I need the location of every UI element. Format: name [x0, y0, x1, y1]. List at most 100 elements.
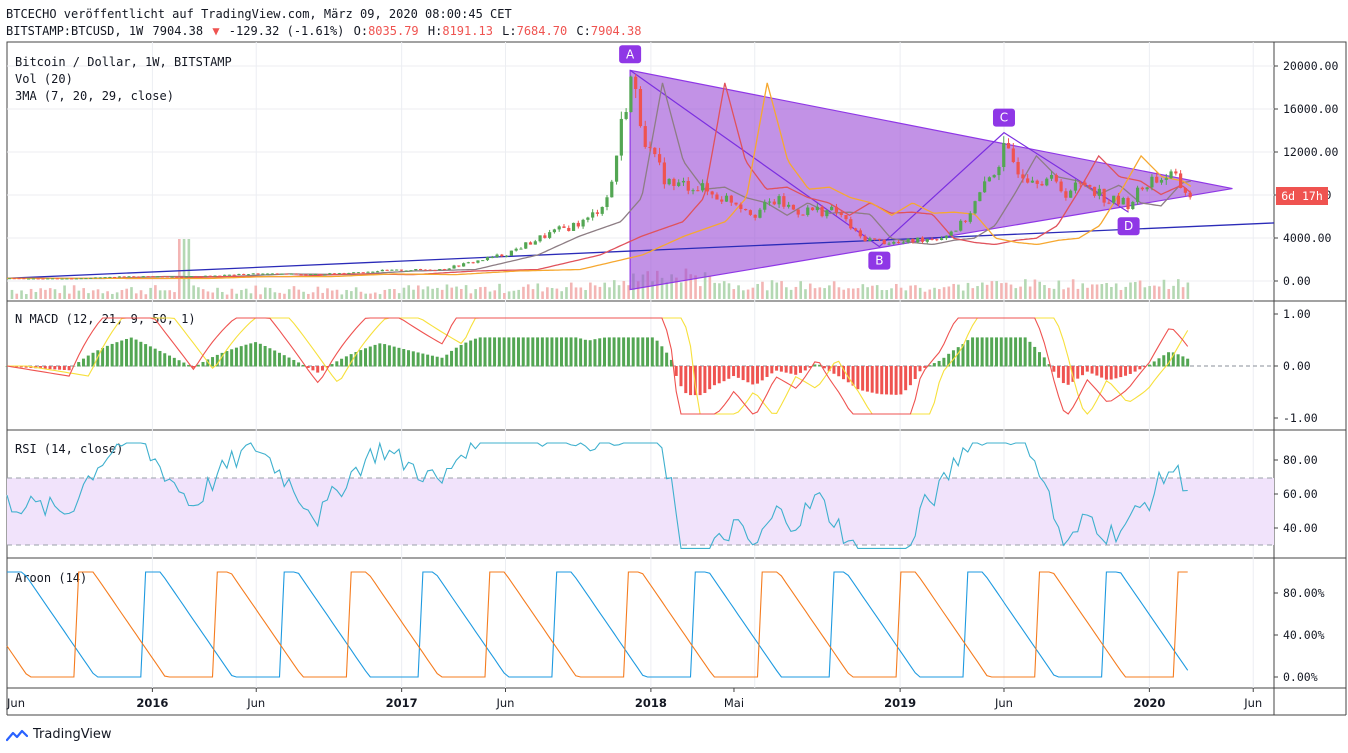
volume-bar	[746, 289, 750, 299]
time-axis-label: 2016	[136, 696, 168, 710]
macd-bar	[918, 366, 922, 372]
macd-bar	[803, 366, 807, 371]
macd-bar	[397, 347, 401, 367]
volume-bar	[933, 287, 936, 299]
volume-bar	[350, 291, 353, 299]
volume-bar	[961, 290, 965, 299]
macd-bar	[789, 366, 793, 374]
volume-bar	[1086, 287, 1089, 299]
macd-bar	[540, 337, 544, 367]
macd-bar	[67, 366, 71, 371]
candle	[858, 230, 862, 237]
candle	[476, 260, 480, 263]
macd-bar	[531, 337, 535, 367]
macd-bar	[818, 364, 822, 367]
volume-bar	[197, 287, 200, 299]
macd-bar	[1171, 352, 1175, 367]
volume-bar	[670, 274, 673, 299]
main-legend-line: Bitcoin / Dollar, 1W, BITSTAMP	[15, 55, 232, 69]
time-axis-label: 2019	[884, 696, 916, 710]
volume-bar	[187, 239, 191, 299]
macd-bar	[622, 337, 626, 367]
candle	[920, 237, 925, 242]
macd-bar	[689, 366, 693, 396]
candle	[701, 183, 705, 191]
volume-bar	[971, 288, 975, 299]
macd-bar	[1128, 366, 1132, 374]
candle	[528, 242, 533, 245]
candle	[591, 212, 595, 218]
macd-bar	[316, 366, 320, 373]
candle	[973, 201, 977, 214]
candle	[371, 271, 375, 273]
volume-bar	[240, 290, 243, 299]
volume-bar	[765, 290, 769, 299]
macd-bar	[187, 364, 191, 367]
macd-bar	[239, 346, 243, 367]
macd-bar	[842, 366, 846, 380]
macd-bar	[603, 337, 607, 367]
volume-bar	[111, 293, 114, 299]
volume-bar	[589, 282, 592, 299]
macd-bar	[856, 366, 860, 390]
volume-bar	[579, 287, 583, 299]
macd-bar	[865, 366, 869, 392]
volume-bar	[1167, 288, 1171, 299]
volume-bar	[1052, 288, 1056, 299]
macd-bar	[928, 365, 932, 367]
time-axis-label: Jun	[1243, 696, 1262, 710]
volume-bar	[416, 285, 420, 299]
macd-bar	[153, 348, 157, 367]
macd-bar	[201, 361, 205, 367]
macd-bar	[904, 366, 908, 391]
volume-bar	[1057, 280, 1061, 299]
macd-bar	[101, 347, 105, 367]
candle	[801, 214, 805, 216]
candle	[581, 219, 585, 227]
candle	[495, 254, 499, 258]
macd-bar	[464, 342, 468, 367]
price-tick-label: 16000.00	[1283, 102, 1338, 116]
volume-bar	[268, 287, 272, 299]
volume-bar	[675, 277, 678, 299]
volume-bar	[522, 286, 525, 299]
volume-bar	[297, 289, 301, 299]
tradingview-logo[interactable]: TradingView	[6, 727, 112, 742]
macd-bar	[779, 366, 783, 372]
volume-bar	[531, 289, 535, 299]
macd-bar	[1023, 337, 1027, 367]
candle	[89, 277, 93, 279]
point-marker-D	[1117, 217, 1140, 236]
candle	[122, 276, 126, 278]
candle	[911, 238, 915, 243]
volume-bar	[369, 293, 372, 299]
macd-bar	[225, 351, 229, 367]
macd-bar	[559, 337, 563, 367]
candle	[863, 236, 867, 242]
macd-bar	[961, 344, 965, 367]
macd-bar	[646, 337, 650, 367]
macd-bar	[215, 354, 219, 367]
candle	[643, 126, 647, 147]
macd-bar	[1028, 341, 1032, 367]
candle	[1131, 201, 1135, 209]
volume-bar	[713, 282, 716, 299]
macd-bar	[311, 366, 315, 371]
time-axis-label: Jun	[994, 696, 1013, 710]
candle	[1021, 174, 1025, 179]
macd-bar	[91, 352, 95, 367]
volume-bar	[1028, 286, 1032, 299]
macd-bar	[1047, 364, 1051, 367]
candle	[414, 269, 418, 271]
macd-tick-label: 0.00	[1283, 359, 1311, 373]
volume-bar	[1181, 287, 1185, 299]
macd-bar	[254, 342, 258, 367]
macd-bar	[598, 338, 602, 367]
price-tick-label: 20000.00	[1283, 59, 1338, 73]
volume-bar	[96, 289, 100, 299]
volume-bar	[91, 290, 95, 299]
macd-bar	[364, 348, 368, 367]
macd-bar	[493, 337, 497, 367]
candle	[1069, 190, 1073, 198]
